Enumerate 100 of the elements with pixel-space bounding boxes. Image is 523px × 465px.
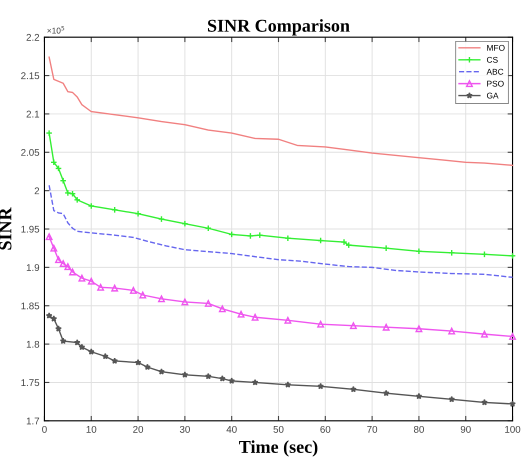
point (228, 230, 236, 238)
point (158, 216, 165, 223)
y-tick-label: 1.95 (21, 226, 40, 233)
y-tick-label: 2.2 (26, 34, 40, 41)
point (60, 260, 67, 268)
point (382, 324, 390, 331)
point (64, 263, 72, 270)
point (509, 332, 516, 340)
point (50, 315, 58, 322)
point (204, 372, 212, 380)
point (60, 177, 67, 184)
point (382, 390, 390, 396)
point (88, 278, 95, 285)
point (181, 220, 188, 228)
y-tick-label: 1.85 (21, 302, 40, 310)
point (50, 158, 58, 166)
y-tick-label: 1.7 (26, 418, 40, 424)
x-tick-label: 10 (86, 426, 96, 433)
point (69, 268, 76, 276)
point (480, 330, 488, 338)
point (415, 325, 422, 332)
point (158, 295, 165, 302)
point (204, 300, 212, 307)
point (182, 371, 188, 378)
point (50, 244, 58, 252)
x-tick-label: 90 (460, 426, 471, 433)
point (480, 250, 488, 258)
point (134, 210, 142, 218)
point (228, 377, 236, 384)
point (350, 386, 357, 392)
point (350, 322, 357, 330)
point (382, 244, 390, 252)
point (416, 392, 422, 400)
point (317, 382, 324, 390)
point (340, 238, 348, 246)
y-tick-label: 1.75 (21, 379, 40, 386)
y-tick-label: 1.9 (26, 264, 40, 271)
point (509, 400, 516, 407)
point (55, 164, 62, 172)
point (130, 286, 137, 294)
point (284, 381, 292, 388)
point (78, 274, 86, 282)
point (88, 348, 95, 355)
point (284, 234, 292, 242)
x-axis-title: Time (sec) (239, 440, 318, 457)
point (238, 310, 245, 318)
chart-title: SINR Comparison (208, 19, 350, 36)
point (111, 284, 118, 292)
point (111, 206, 118, 214)
point (481, 398, 488, 406)
y-tick-label: 1.8 (26, 340, 40, 348)
y-tick-label: 2.05 (21, 149, 40, 156)
point (448, 249, 456, 256)
point (74, 339, 81, 346)
x-tick-label: 80 (414, 426, 424, 433)
x-tick-label: 60 (320, 426, 330, 433)
point (111, 358, 118, 364)
legend-label: GA (486, 92, 499, 99)
x-tick-label: 70 (367, 426, 378, 433)
x-tick-label: 40 (226, 426, 237, 433)
point (88, 202, 95, 210)
legend-label: PSO (487, 80, 504, 87)
point (256, 232, 264, 239)
point (252, 314, 259, 321)
point (78, 344, 86, 350)
y-tick-label: 2 (34, 187, 40, 194)
point (102, 352, 109, 360)
legend-label: ABC (486, 68, 504, 75)
point (317, 320, 324, 328)
point (134, 359, 142, 366)
point (448, 328, 456, 335)
x-tick-label: 0 (42, 426, 47, 433)
point (415, 248, 422, 255)
legend-label: CS (486, 56, 498, 63)
point (55, 256, 62, 264)
point (246, 232, 254, 240)
x-tick-label: 50 (273, 426, 284, 433)
point (252, 378, 258, 386)
y-tick-label: 2.15 (21, 72, 40, 80)
point (69, 190, 76, 198)
point (144, 364, 151, 370)
x-tick-label: 100 (505, 426, 520, 433)
point (55, 325, 62, 332)
point (46, 233, 53, 240)
line-series (48, 56, 514, 166)
point (46, 312, 52, 319)
point (218, 375, 226, 382)
point (181, 298, 188, 306)
y-tick-label: 2.1 (26, 110, 40, 118)
text: ×10$^{5}$ (47, 26, 64, 34)
point (97, 284, 104, 291)
x-tick-label: 30 (180, 426, 190, 433)
point (74, 196, 81, 204)
point (60, 338, 67, 344)
point (317, 237, 324, 244)
point (204, 224, 212, 232)
legend-label: MFO (487, 44, 505, 51)
point (64, 189, 72, 196)
point (218, 305, 226, 312)
point (139, 292, 146, 298)
